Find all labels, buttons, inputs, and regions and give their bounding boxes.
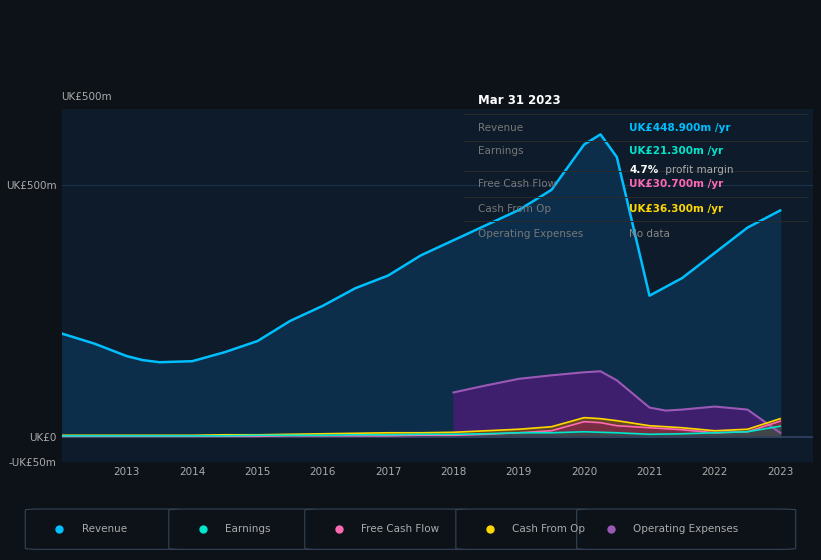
- Text: Free Cash Flow: Free Cash Flow: [361, 524, 439, 534]
- Text: Operating Expenses: Operating Expenses: [478, 229, 583, 239]
- FancyBboxPatch shape: [456, 509, 592, 549]
- Text: UK£30.700m /yr: UK£30.700m /yr: [630, 179, 723, 189]
- Text: Earnings: Earnings: [226, 524, 271, 534]
- Text: Cash From Op: Cash From Op: [512, 524, 585, 534]
- Text: UK£448.900m /yr: UK£448.900m /yr: [630, 123, 731, 133]
- Text: UK£500m: UK£500m: [62, 92, 112, 102]
- Text: Free Cash Flow: Free Cash Flow: [478, 179, 556, 189]
- Text: Operating Expenses: Operating Expenses: [633, 524, 739, 534]
- FancyBboxPatch shape: [25, 509, 184, 549]
- Text: Earnings: Earnings: [478, 146, 523, 156]
- Text: Cash From Op: Cash From Op: [478, 204, 551, 214]
- Text: profit margin: profit margin: [662, 165, 734, 175]
- Text: Mar 31 2023: Mar 31 2023: [478, 95, 560, 108]
- Text: UK£21.300m /yr: UK£21.300m /yr: [630, 146, 723, 156]
- Text: Revenue: Revenue: [478, 123, 523, 133]
- FancyBboxPatch shape: [305, 509, 471, 549]
- Text: 4.7%: 4.7%: [630, 165, 658, 175]
- FancyBboxPatch shape: [576, 509, 796, 549]
- Text: Revenue: Revenue: [82, 524, 127, 534]
- Text: No data: No data: [630, 229, 670, 239]
- FancyBboxPatch shape: [169, 509, 320, 549]
- Text: UK£36.300m /yr: UK£36.300m /yr: [630, 204, 723, 214]
